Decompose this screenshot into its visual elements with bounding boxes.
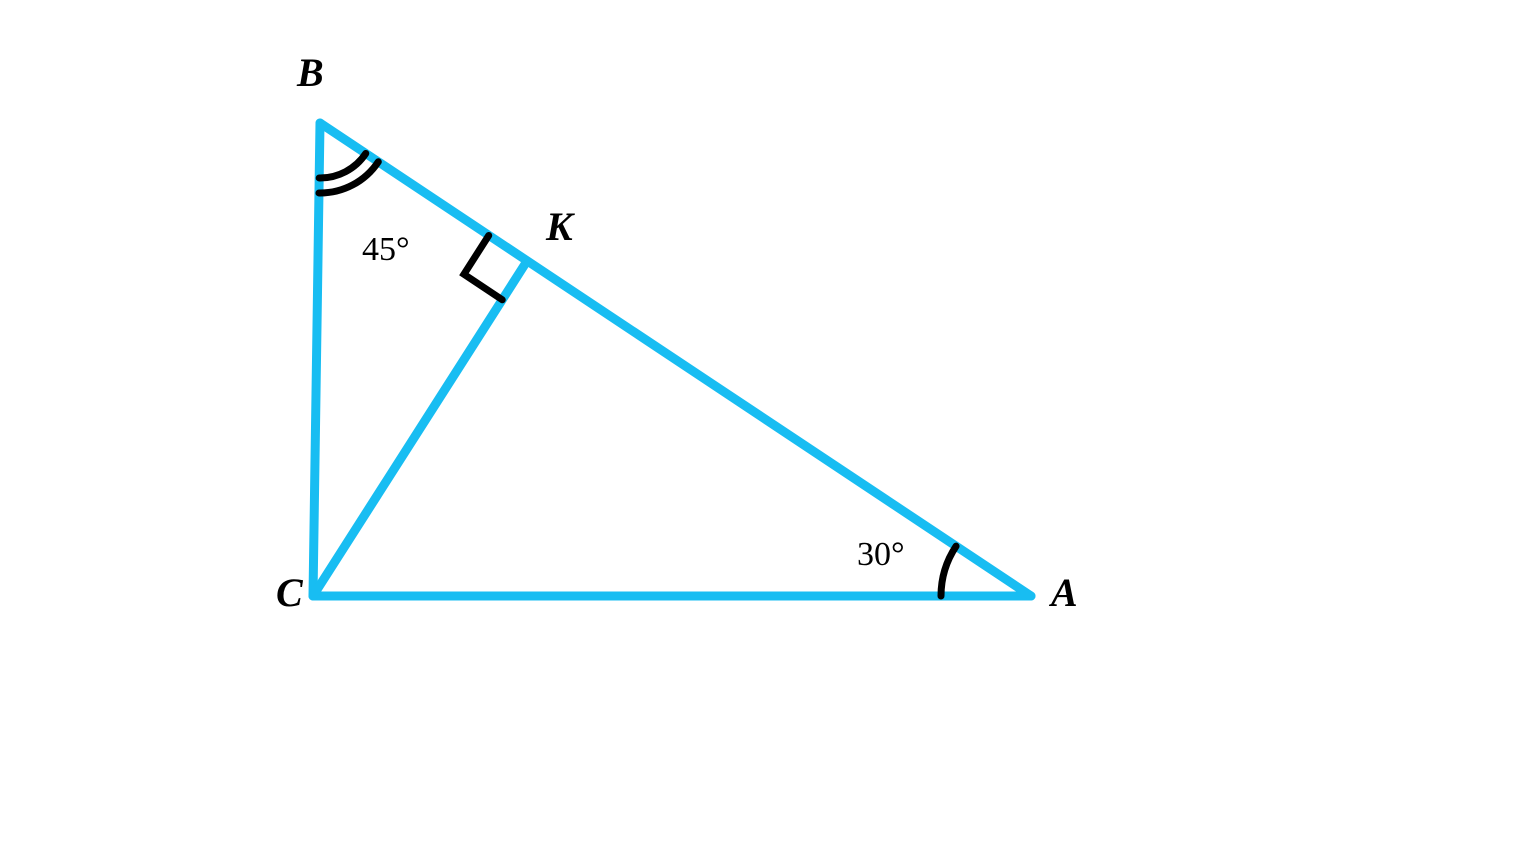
vertex-label-A: A bbox=[1048, 570, 1078, 615]
triangle-edges bbox=[313, 123, 1031, 596]
angle-label-at_B: 45° bbox=[362, 231, 410, 268]
triangle-diagram: B C A K 45° 30° bbox=[0, 0, 1536, 864]
vertex-label-K: K bbox=[545, 204, 575, 249]
vertex-label-C: C bbox=[276, 570, 304, 615]
angle-label-at_A: 30° bbox=[857, 536, 905, 573]
angle-arc-markers bbox=[319, 153, 956, 596]
vertex-label-B: B bbox=[296, 50, 324, 95]
vertex-labels-group: B C A K bbox=[276, 50, 1078, 615]
angle-labels-group: 45° 30° bbox=[362, 231, 905, 573]
